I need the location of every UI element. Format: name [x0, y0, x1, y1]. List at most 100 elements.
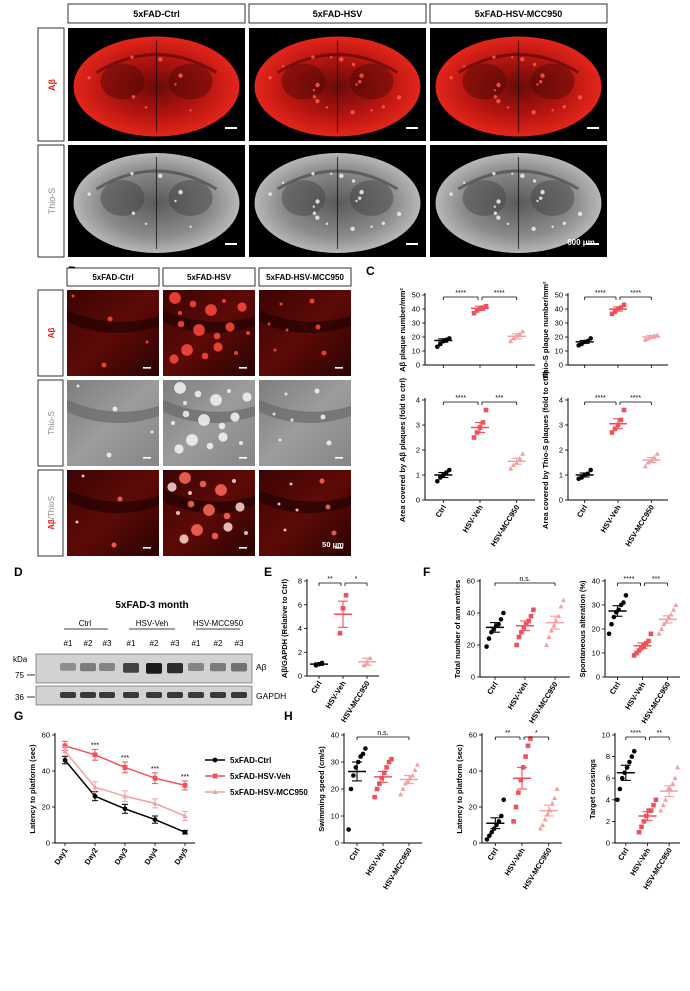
chart-G: 0 20 40 60 Latency to platform (sec) Day1 Day2… — [28, 731, 308, 867]
blot-group-ctrl: Ctrl — [79, 619, 92, 628]
y-tick-label: 20 — [592, 625, 600, 634]
plaque-dot — [193, 324, 205, 336]
plaque-dot — [350, 226, 355, 232]
data-point — [521, 625, 527, 630]
data-point — [435, 478, 440, 484]
panel-b-image-1-1 — [163, 380, 255, 466]
cell-layer-band — [67, 310, 159, 334]
data-point — [615, 797, 620, 803]
data-point — [501, 610, 506, 616]
chart-F2: 0 10 20 30 40 Spontaneous alteration (%) Ctrl H… — [578, 576, 680, 725]
data-point — [552, 795, 558, 800]
panel-letter-f: F — [423, 565, 430, 579]
blot-lane-2: #2 — [84, 639, 93, 648]
data-point — [360, 751, 366, 757]
plaque-dot — [463, 65, 466, 68]
data-point — [520, 451, 526, 456]
panel-a-image-1-2 — [430, 145, 607, 257]
data-point — [363, 746, 368, 751]
data-point — [551, 623, 557, 628]
significance-label: **** — [595, 290, 606, 297]
data-point — [523, 621, 529, 627]
y-tick-label: 40 — [469, 767, 477, 776]
data-point — [588, 336, 593, 341]
data-point — [618, 417, 624, 423]
x-tick-label: Day1 — [53, 846, 70, 866]
plaque-dot — [312, 95, 317, 99]
x-tick-label: Ctrl — [485, 680, 499, 696]
brain-region-right — [168, 63, 213, 100]
plaque-dot — [235, 502, 245, 512]
plaque-dot — [330, 56, 333, 59]
panel-b-image-1-2 — [259, 380, 351, 466]
significance-label: ** — [505, 730, 511, 737]
plaque-dot — [158, 57, 163, 62]
panel-b-col-frame-ctrl — [66, 267, 160, 287]
data-point — [519, 629, 524, 635]
plaque-dot — [493, 88, 497, 92]
plaque-dot — [532, 179, 537, 183]
blot-band-abeta — [231, 663, 247, 672]
data-point — [400, 786, 406, 791]
scale-bar — [143, 457, 151, 459]
x-tick-label: Ctrl — [575, 503, 589, 519]
x-tick-label: HSV-Veh — [506, 680, 530, 711]
data-point — [619, 775, 625, 781]
legend-label: 5xFAD-Ctrl — [230, 756, 271, 765]
data-point — [609, 430, 615, 435]
y-tick-label: 3 — [416, 421, 420, 430]
cell-layer-band — [259, 310, 351, 334]
significance-label: *** — [121, 755, 129, 762]
plaque-dot — [169, 354, 179, 364]
data-point — [381, 770, 387, 776]
plaque-dot — [178, 73, 183, 78]
plaque-dot — [551, 109, 554, 112]
scale-bar — [225, 243, 237, 245]
significance-label: *** — [181, 774, 189, 781]
plaque-dot — [112, 406, 118, 412]
data-point — [656, 631, 662, 636]
significance-label: * — [355, 576, 358, 583]
scale-bar — [143, 547, 151, 549]
data-point — [631, 748, 637, 754]
blot-marker-36: 36 — [15, 693, 24, 702]
data-point — [447, 467, 452, 473]
plaque-dot — [315, 324, 321, 330]
x-tick-label: Ctrl — [309, 679, 323, 695]
plaque-dot — [290, 418, 294, 422]
panel-b-row-thio: Thio-S — [47, 411, 56, 435]
data-point — [670, 780, 676, 786]
blot-band-abeta — [188, 663, 204, 671]
y-axis-label: Latency to platform (sec) — [28, 744, 37, 834]
y-tick-label: 30 — [592, 601, 600, 610]
plaque-dot — [325, 504, 331, 510]
plaque-dot — [87, 192, 91, 196]
plaque-dot — [339, 57, 344, 62]
plaque-dot — [496, 98, 501, 104]
plaque-dot — [492, 55, 496, 59]
y-tick-label: 0 — [416, 496, 420, 505]
plaque-dot — [496, 199, 501, 204]
plaque-dot — [215, 484, 227, 496]
data-point — [435, 344, 440, 350]
data-point — [663, 797, 669, 802]
data-point — [377, 781, 382, 786]
panel-b-image-bg — [67, 470, 159, 556]
plaque-dot — [309, 298, 315, 304]
plaque-dot — [218, 432, 228, 442]
data-point — [648, 808, 654, 813]
panel-a-col-mcc: 5xFAD-HSV-MCC950 — [475, 9, 563, 19]
data-point — [62, 743, 68, 749]
blot-lane-4: #1 — [127, 639, 136, 648]
data-point — [62, 757, 68, 763]
panel-letter-e: E — [264, 565, 272, 579]
data-point — [642, 337, 648, 342]
data-point — [617, 786, 623, 792]
plaque-dot — [311, 171, 315, 176]
plaque-dot — [237, 302, 247, 312]
plaque-dot — [169, 292, 181, 304]
data-point — [346, 827, 351, 832]
plaque-dot — [181, 344, 193, 356]
plaque-dot — [246, 331, 250, 335]
panel-b-col-frame-mcc — [258, 267, 352, 287]
